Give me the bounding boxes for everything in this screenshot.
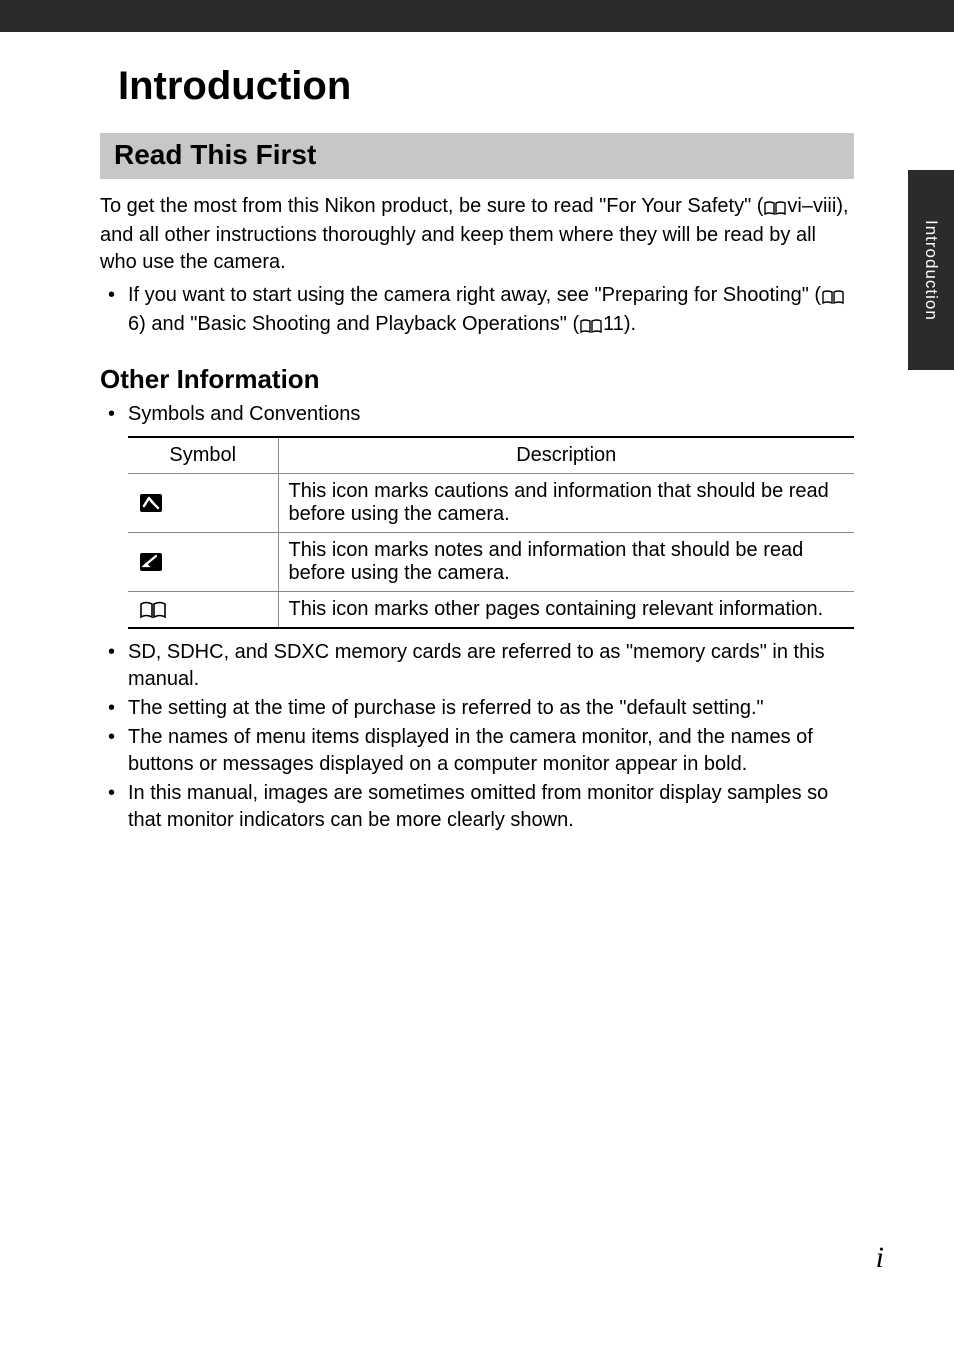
th-description: Description bbox=[278, 437, 854, 474]
table-row: This icon marks notes and information th… bbox=[128, 533, 854, 592]
symbol-cell bbox=[128, 474, 278, 533]
text: To get the most from this Nikon product,… bbox=[100, 195, 763, 217]
th-symbol: Symbol bbox=[128, 437, 278, 474]
intro-paragraph: To get the most from this Nikon product,… bbox=[100, 193, 854, 276]
intro-bullets: If you want to start using the camera ri… bbox=[100, 282, 854, 340]
list-item: SD, SDHC, and SDXC memory cards are refe… bbox=[100, 639, 854, 693]
subsection-title: Other Information bbox=[100, 364, 854, 395]
side-tab: Introduction bbox=[908, 170, 954, 370]
list-item: In this manual, images are sometimes omi… bbox=[100, 780, 854, 834]
note-icon bbox=[138, 551, 164, 573]
symbol-cell bbox=[128, 533, 278, 592]
side-tab-label: Introduction bbox=[921, 220, 941, 321]
after-bullets: SD, SDHC, and SDXC memory cards are refe… bbox=[100, 639, 854, 834]
book-icon bbox=[763, 195, 787, 222]
top-bar bbox=[0, 0, 954, 32]
list-item: The setting at the time of purchase is r… bbox=[100, 695, 854, 722]
table-header-row: Symbol Description bbox=[128, 437, 854, 474]
book-icon bbox=[579, 313, 603, 340]
text: ) and "Basic Shooting and Playback Opera… bbox=[139, 313, 579, 335]
table-row: This icon marks other pages containing r… bbox=[128, 592, 854, 629]
text: If you want to start using the camera ri… bbox=[128, 284, 821, 306]
text: vi–viii bbox=[787, 195, 836, 217]
symbols-table: Symbol Description This icon marks cauti… bbox=[128, 436, 854, 629]
list-item: The names of menu items displayed in the… bbox=[100, 724, 854, 778]
text: ). bbox=[624, 313, 636, 335]
symbol-cell bbox=[128, 592, 278, 629]
book-icon bbox=[821, 284, 845, 311]
table-row: This icon marks cautions and information… bbox=[128, 474, 854, 533]
text: 11 bbox=[603, 313, 624, 335]
desc-cell: This icon marks cautions and information… bbox=[278, 474, 854, 533]
chapter-title: Introduction bbox=[118, 64, 854, 109]
section-header: Read This First bbox=[100, 133, 854, 179]
list-item: If you want to start using the camera ri… bbox=[100, 282, 854, 340]
sub-bullets-top: Symbols and Conventions bbox=[100, 401, 854, 428]
text: 6 bbox=[128, 313, 139, 335]
desc-cell: This icon marks other pages containing r… bbox=[278, 592, 854, 629]
caution-icon bbox=[138, 492, 164, 514]
page-number: i bbox=[876, 1241, 884, 1275]
book-icon bbox=[138, 598, 168, 620]
page-content: Introduction Read This First To get the … bbox=[0, 32, 954, 834]
list-item: Symbols and Conventions bbox=[100, 401, 854, 428]
desc-cell: This icon marks notes and information th… bbox=[278, 533, 854, 592]
